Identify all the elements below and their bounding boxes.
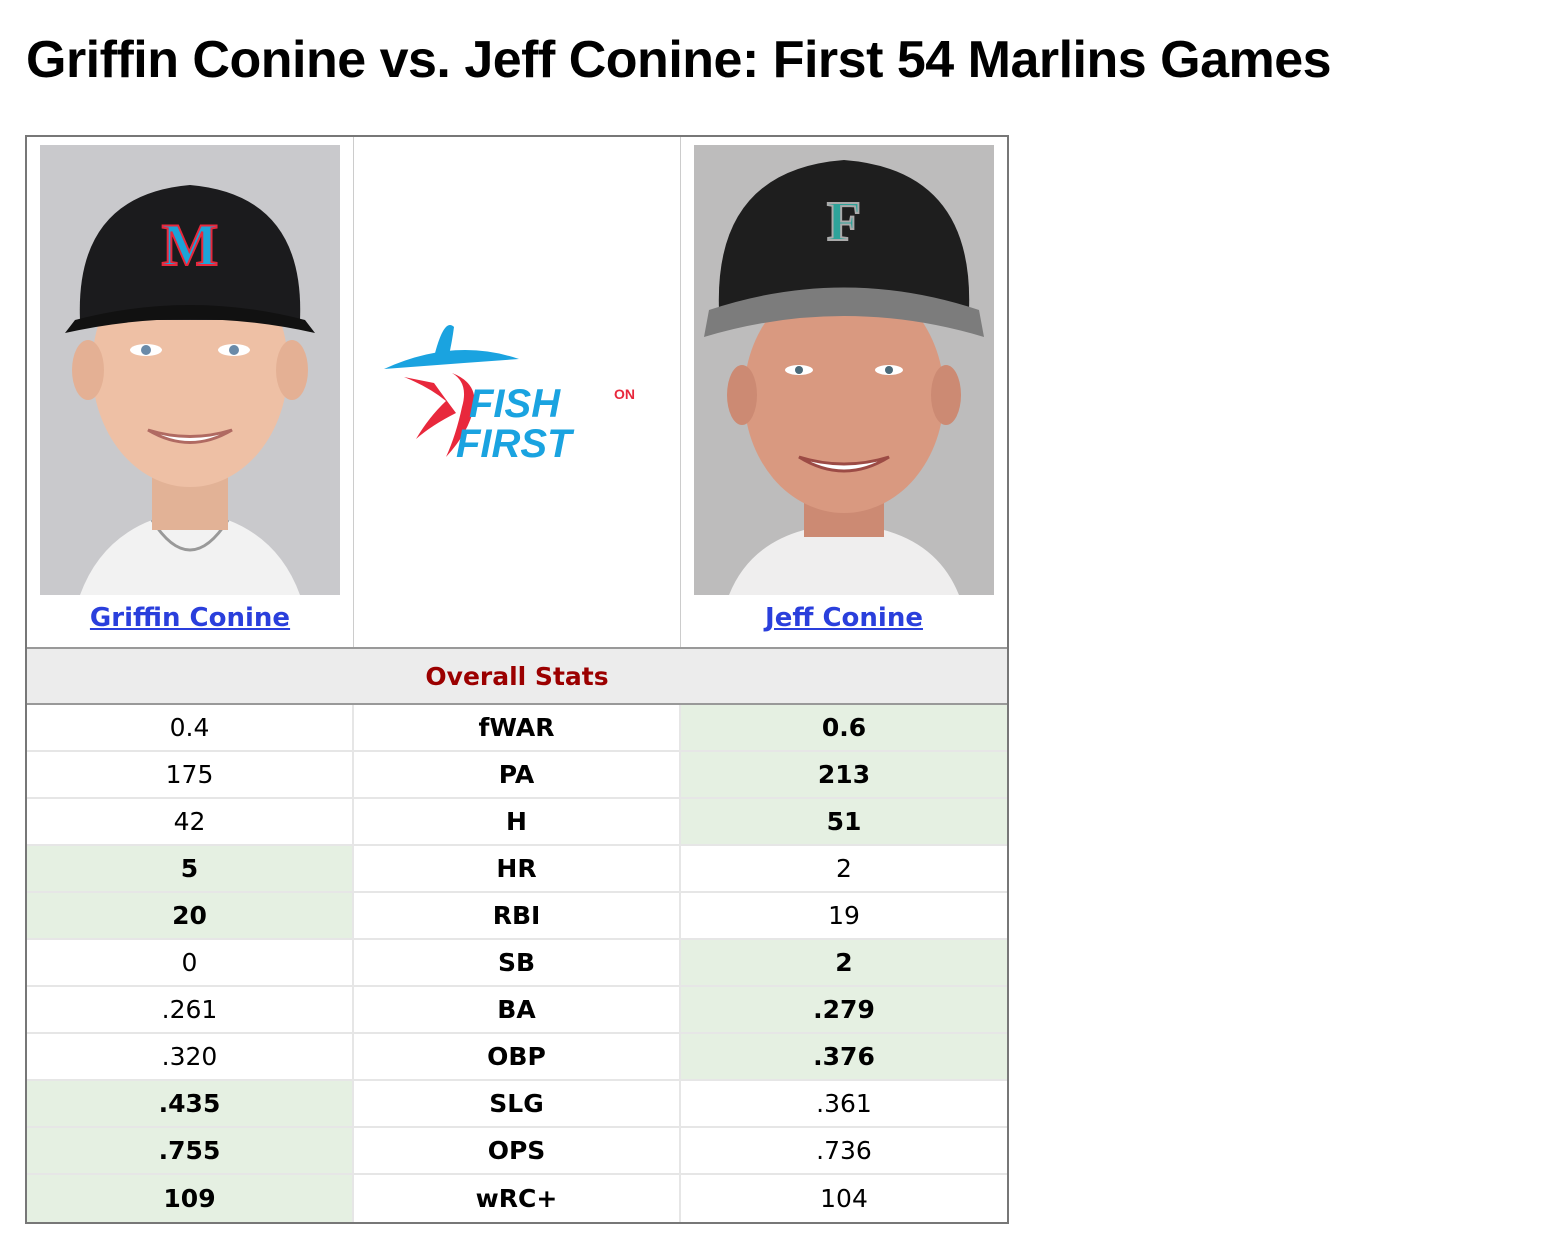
- stat-row-ba: .261 BA .279: [27, 987, 1007, 1034]
- section-header: Overall Stats: [27, 649, 1007, 705]
- stat-row-ops: .755 OPS .736: [27, 1128, 1007, 1175]
- logo-text-on: ON: [614, 386, 635, 402]
- griffin-conine-headshot[interactable]: M: [40, 145, 340, 595]
- left-player-cell: M Griffin Conine: [27, 137, 354, 647]
- griffin-stat-value: 0.4: [27, 705, 354, 750]
- griffin-stat-value: .261: [27, 987, 354, 1032]
- jeff-stat-value: 2: [836, 854, 852, 883]
- griffin-conine-link[interactable]: Griffin Conine: [89, 603, 291, 633]
- jeff-conine-link[interactable]: Jeff Conine: [765, 603, 923, 633]
- jeff-conine-headshot[interactable]: F: [694, 145, 994, 595]
- stat-label: SLG: [354, 1081, 681, 1126]
- griffin-stat-value: 0: [27, 940, 354, 985]
- logo-cell: FISH ON FIRST: [354, 137, 681, 647]
- jeff-stat-value: 213: [681, 752, 1007, 797]
- stat-label: PA: [354, 752, 681, 797]
- jeff-stat-value: 51: [681, 799, 1007, 844]
- stat-row-obp: .320 OBP .376: [27, 1034, 1007, 1081]
- jeff-stat-value: .361: [816, 1089, 872, 1118]
- griffin-stat-value: 109: [27, 1175, 354, 1222]
- griffin-stat-value: 20: [27, 893, 354, 938]
- stat-label: SB: [354, 940, 681, 985]
- stat-row-fwar: 0.4 fWAR 0.6: [27, 705, 1007, 752]
- stat-row-sb: 0 SB 2: [27, 940, 1007, 987]
- stat-row-rbi: 20 RBI 19: [27, 893, 1007, 940]
- stat-label: BA: [354, 987, 681, 1032]
- stat-row-pa: 175 PA 213: [27, 752, 1007, 799]
- griffin-stat-value: .320: [27, 1034, 354, 1079]
- stat-row-h: 42 H 51: [27, 799, 1007, 846]
- stat-label: fWAR: [354, 705, 681, 750]
- comparison-table: M Griffin Conine FISH ON FIRST: [25, 135, 1009, 1224]
- svg-text:F: F: [827, 191, 861, 253]
- fish-on-first-logo[interactable]: FISH ON FIRST: [374, 317, 654, 467]
- stat-row-hr: 5 HR 2: [27, 846, 1007, 893]
- jeff-stat-value: .279: [681, 987, 1007, 1032]
- jeff-stat-value: 19: [828, 901, 860, 930]
- stat-row-slg: .435 SLG .361: [27, 1081, 1007, 1128]
- stat-label: wRC+: [354, 1175, 681, 1222]
- griffin-stat-value: 42: [27, 799, 354, 844]
- right-player-cell: F Jeff Conine: [681, 137, 1007, 647]
- stats-body: 0.4 fWAR 0.6 175 PA 213 42 H 51 5 HR 2 20 RBI 19 0 SB 2.2…: [27, 705, 1007, 1222]
- jeff-stat-value: 0.6: [681, 705, 1007, 750]
- jeff-stat-value: 2: [681, 940, 1007, 985]
- stat-label: HR: [354, 846, 681, 891]
- griffin-stat-value: .435: [27, 1081, 354, 1126]
- stat-label: RBI: [354, 893, 681, 938]
- jeff-stat-value: 104: [820, 1184, 868, 1213]
- griffin-stat-value: 175: [27, 752, 354, 797]
- stat-label: OPS: [354, 1128, 681, 1173]
- stat-label: OBP: [354, 1034, 681, 1079]
- griffin-stat-value: 5: [27, 846, 354, 891]
- logo-text-first: FIRST: [456, 422, 575, 466]
- jeff-stat-value: .376: [681, 1034, 1007, 1079]
- player-header-row: M Griffin Conine FISH ON FIRST: [27, 137, 1007, 649]
- stat-label: H: [354, 799, 681, 844]
- svg-text:M: M: [162, 212, 219, 278]
- stat-row-wrc: 109 wRC+ 104: [27, 1175, 1007, 1222]
- griffin-stat-value: .755: [27, 1128, 354, 1173]
- page-title: Griffin Conine vs. Jeff Conine: First 54…: [26, 31, 1332, 89]
- jeff-stat-value: .736: [816, 1136, 872, 1165]
- logo-text-fish: FISH: [469, 382, 561, 426]
